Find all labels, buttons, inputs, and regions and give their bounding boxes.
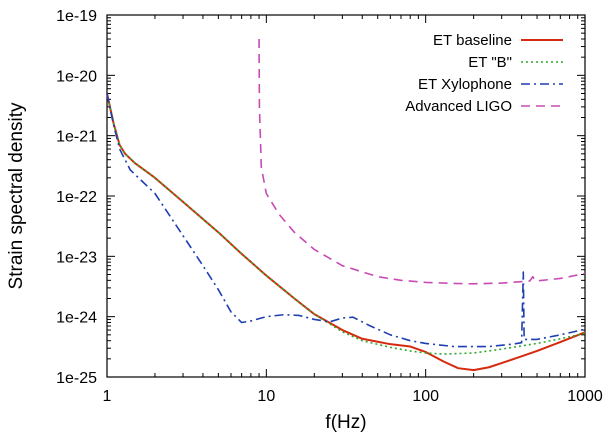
series-line-2 [106, 93, 586, 348]
x-tick-label: 10 [257, 388, 275, 405]
series-line-1 [106, 93, 586, 355]
legend-label-3: Advanced LIGO [405, 98, 512, 115]
x-tick-label: 1 [103, 388, 112, 405]
y-axis-title: Strain spectral density [6, 102, 27, 289]
plot-frame [106, 14, 586, 378]
legend-label-2: ET Xylophone [418, 76, 512, 93]
y-tick-label: 1e-25 [56, 370, 97, 387]
x-axis-title: f(Hz) [325, 412, 366, 433]
y-axis: 1e-25 1e-24 1e-23 1e-22 1e-21 1e-20 1e-19 [56, 8, 585, 387]
y-tick-label: 1e-24 [56, 310, 97, 327]
plot-area: 1 10 100 1000 1e-251e-241e-231e-221e-211e-2… [56, 8, 603, 405]
y-tick-label: 1e-23 [56, 249, 97, 266]
legend-label-0: ET baseline [433, 32, 512, 49]
legend: ET baseline ET "B" ET Xylophone Advanced LI… [405, 32, 563, 115]
y-tick-label: 1e-19 [56, 8, 97, 25]
series-layer [106, 39, 586, 372]
series-line-0 [106, 93, 586, 372]
x-tick-label: 1000 [567, 388, 603, 405]
y-tick-label: 1e-21 [56, 129, 97, 146]
y-tick-label: 1e-22 [56, 189, 97, 206]
y-tick-label: 1e-20 [56, 68, 97, 85]
x-axis: 1 10 100 1000 [103, 15, 603, 405]
legend-label-1: ET "B" [468, 54, 512, 71]
series-line-3 [258, 39, 586, 285]
x-tick-label: 100 [412, 388, 439, 405]
